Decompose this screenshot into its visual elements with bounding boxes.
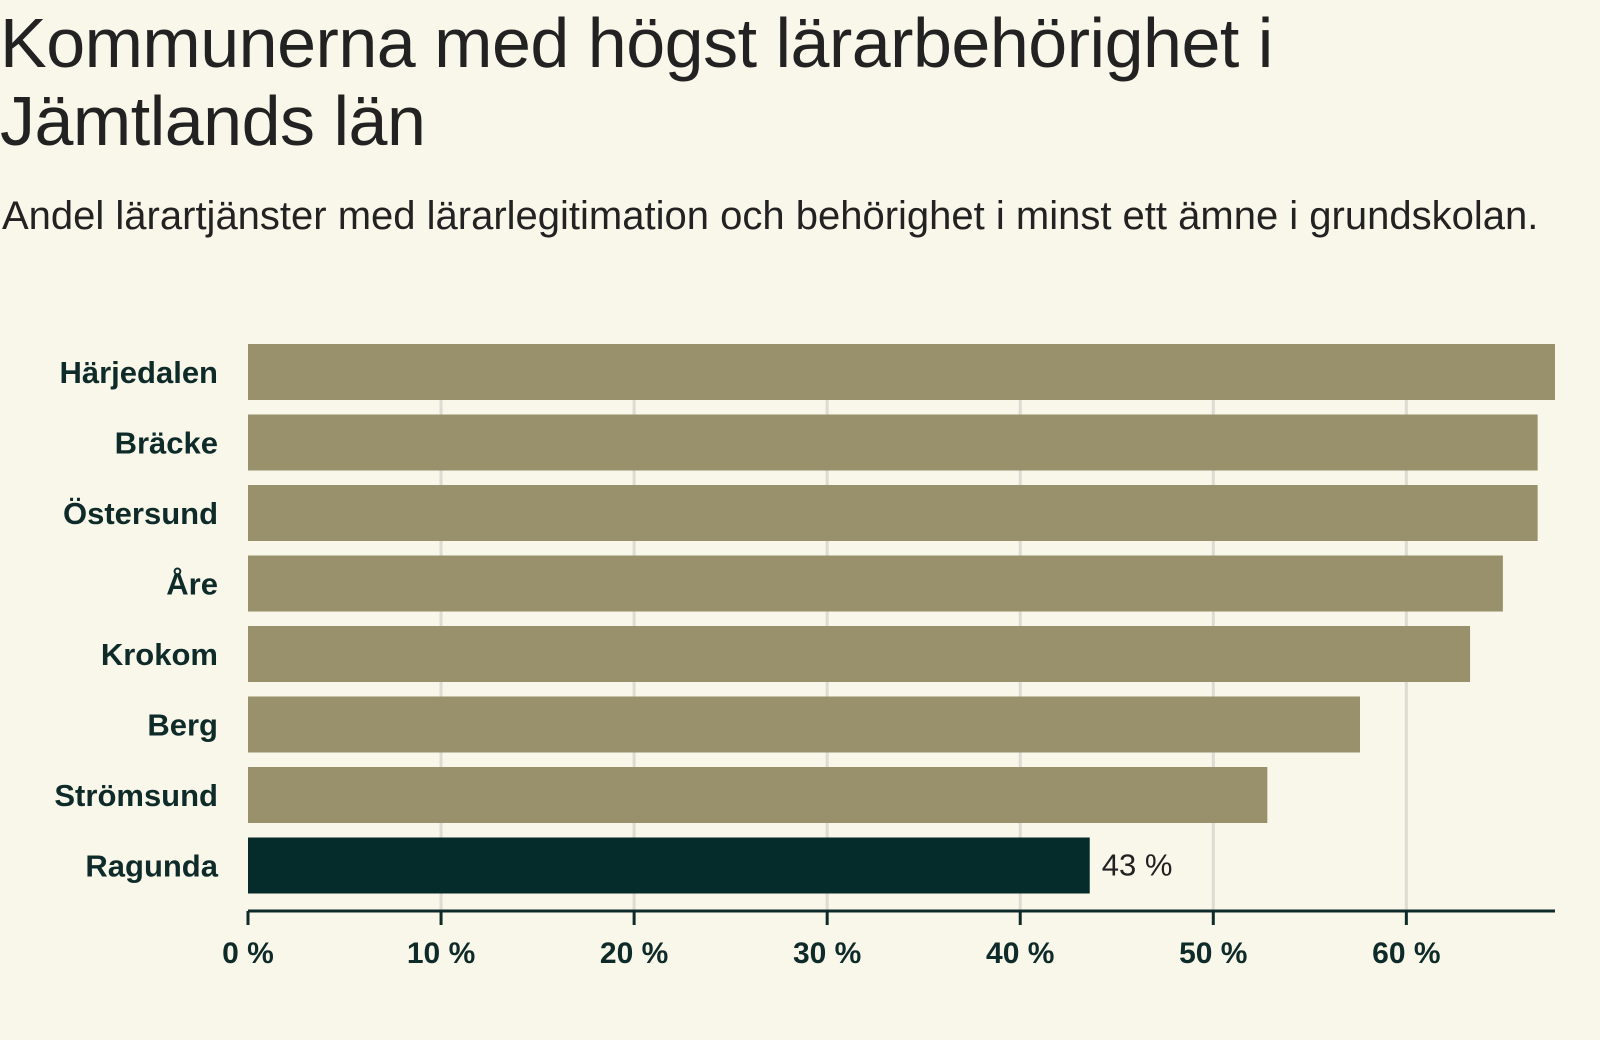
bar-chart: Härjedalen Bräcke Östersund Åre Krokom Berg St… — [54, 344, 1555, 970]
category-label-stromsund: Strömsund — [54, 778, 218, 813]
x-tick-label-60: 60 % — [1372, 937, 1440, 970]
bar-ostersund — [248, 485, 1538, 541]
category-labels: Härjedalen Bräcke Östersund Åre Krokom Berg St… — [54, 355, 218, 884]
category-label-ragunda: Ragunda — [85, 849, 218, 884]
bar-berg — [248, 696, 1361, 753]
chart-subtitle: Andel lärartjänster med lärarlegitimatio… — [2, 194, 1539, 238]
x-tick-label-40: 40 % — [986, 937, 1054, 970]
bar-stromsund — [248, 767, 1268, 823]
category-label-berg: Berg — [147, 708, 218, 743]
bar-harjedalen — [248, 344, 1555, 400]
category-label-harjedalen: Härjedalen — [59, 355, 218, 390]
x-tick-label-20: 20 % — [600, 937, 668, 970]
category-label-are: Åre — [166, 567, 218, 602]
category-label-bracke: Bräcke — [115, 426, 218, 461]
x-tick-label-10: 10 % — [407, 937, 475, 970]
value-labels: 43 % — [1102, 848, 1173, 883]
bar-bracke — [248, 414, 1538, 471]
bar-ragunda — [248, 837, 1090, 894]
category-label-krokom: Krokom — [101, 637, 218, 672]
bar-are — [248, 555, 1503, 612]
bar-krokom — [248, 626, 1471, 682]
x-tick-label-50: 50 % — [1179, 937, 1247, 970]
chart-title: Kommunerna med högst lärarbehörighet i J… — [0, 4, 1273, 160]
x-axis: 0 % 10 % 20 % 30 % 40 % 50 % 60 % — [222, 909, 1555, 970]
bars — [248, 344, 1555, 894]
value-label-ragunda: 43 % — [1102, 848, 1173, 883]
x-tick-label-0: 0 % — [222, 937, 274, 970]
x-tick-label-30: 30 % — [793, 937, 861, 970]
category-label-ostersund: Östersund — [63, 496, 218, 531]
